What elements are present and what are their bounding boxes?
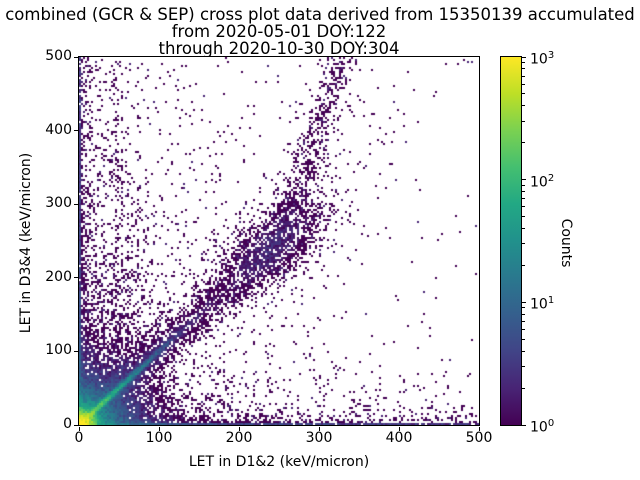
colorbar-minor-tick — [522, 387, 525, 389]
colorbar-minor-tick — [522, 307, 525, 309]
colorbar-minor-tick — [522, 313, 525, 315]
x-tick-label: 200 — [225, 430, 253, 446]
y-tick-mark — [74, 56, 78, 58]
chart-title-line1: combined (GCR & SEP) cross plot data der… — [5, 5, 635, 24]
colorbar-minor-tick — [522, 227, 525, 229]
chart-title-line3: through 2020-10-30 DOY:304 — [158, 39, 400, 58]
y-tick-mark — [74, 424, 78, 426]
y-tick-label: 500 — [45, 48, 72, 64]
colorbar-major-tick — [522, 301, 526, 303]
colorbar-minor-tick — [522, 243, 525, 245]
y-tick-label: 0 — [63, 416, 72, 432]
colorbar-gradient — [501, 57, 521, 425]
y-tick-mark — [74, 277, 78, 279]
colorbar-minor-tick — [522, 216, 525, 218]
colorbar-minor-tick — [522, 320, 525, 322]
colorbar-major-tick — [522, 424, 526, 426]
colorbar-minor-tick — [522, 62, 525, 64]
colorbar-minor-tick — [522, 206, 525, 208]
colorbar-tick-label: 100 — [530, 418, 555, 436]
colorbar-minor-tick — [522, 83, 525, 85]
colorbar-minor-tick — [522, 350, 525, 352]
y-axis-label: LET in D3&4 (keV/micron) — [18, 152, 34, 334]
x-tick-label: 100 — [145, 430, 173, 446]
colorbar-minor-tick — [522, 75, 525, 77]
colorbar-tick-label: 102 — [530, 172, 555, 191]
colorbar-minor-tick — [522, 120, 525, 122]
y-tick-label: 300 — [45, 195, 72, 212]
x-tick-mark — [318, 427, 320, 431]
x-tick-mark — [158, 427, 160, 431]
x-tick-mark — [238, 427, 240, 431]
colorbar-minor-tick — [522, 264, 525, 266]
y-tick-mark — [74, 203, 78, 205]
colorbar-label: Counts — [558, 218, 574, 268]
colorbar-major-tick — [522, 56, 526, 58]
x-tick-mark — [398, 427, 400, 431]
colorbar-minor-tick — [522, 68, 525, 70]
y-tick-mark — [74, 350, 78, 352]
colorbar-minor-tick — [522, 184, 525, 186]
colorbar-minor-tick — [522, 365, 525, 367]
x-tick-mark — [478, 427, 480, 431]
x-axis-label: LET in D1&2 (keV/micron) — [188, 454, 370, 470]
y-tick-label: 100 — [45, 342, 72, 359]
colorbar-major-tick — [522, 179, 526, 181]
colorbar-minor-tick — [522, 105, 525, 107]
colorbar-minor-tick — [522, 93, 525, 95]
plot-area — [78, 56, 480, 426]
histogram2d-canvas — [79, 57, 479, 425]
colorbar — [500, 56, 522, 426]
y-tick-mark — [74, 130, 78, 132]
colorbar-tick-label: 101 — [530, 295, 555, 313]
colorbar-minor-tick — [522, 142, 525, 144]
colorbar-minor-tick — [522, 329, 525, 331]
y-tick-label: 200 — [45, 268, 72, 285]
y-tick-label: 400 — [45, 121, 72, 138]
colorbar-minor-tick — [522, 191, 525, 193]
x-tick-label: 0 — [74, 430, 84, 446]
colorbar-minor-tick — [522, 338, 525, 340]
colorbar-tick-label: 103 — [530, 50, 555, 68]
x-tick-label: 500 — [465, 430, 493, 446]
colorbar-minor-tick — [522, 198, 525, 200]
x-tick-label: 300 — [305, 430, 333, 446]
x-tick-mark — [78, 427, 80, 431]
chart-title-line2: from 2020-05-01 DOY:122 — [171, 22, 387, 41]
x-tick-label: 400 — [385, 430, 413, 446]
